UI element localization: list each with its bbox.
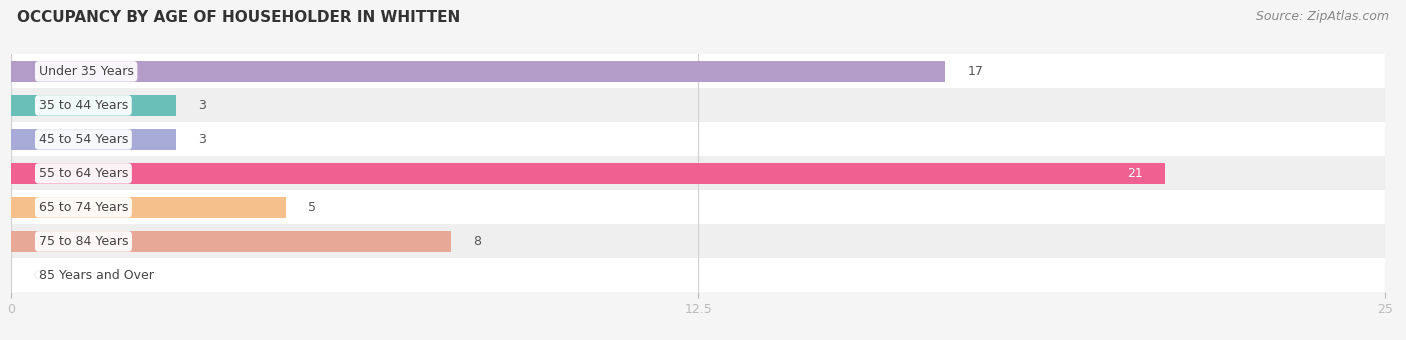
Text: OCCUPANCY BY AGE OF HOUSEHOLDER IN WHITTEN: OCCUPANCY BY AGE OF HOUSEHOLDER IN WHITT…: [17, 10, 460, 25]
Text: 17: 17: [967, 65, 983, 78]
Text: 3: 3: [198, 133, 205, 146]
Text: 55 to 64 Years: 55 to 64 Years: [39, 167, 128, 180]
Text: Source: ZipAtlas.com: Source: ZipAtlas.com: [1256, 10, 1389, 23]
Bar: [11, 129, 176, 150]
Text: 0: 0: [34, 269, 41, 282]
Bar: [11, 197, 285, 218]
Text: 5: 5: [308, 201, 316, 214]
Text: 65 to 74 Years: 65 to 74 Years: [39, 201, 128, 214]
Bar: [11, 258, 1385, 292]
Bar: [11, 224, 1385, 258]
Text: 45 to 54 Years: 45 to 54 Years: [39, 133, 128, 146]
Bar: [11, 163, 1166, 184]
Text: Under 35 Years: Under 35 Years: [39, 65, 134, 78]
Bar: [11, 156, 1385, 190]
Bar: [11, 54, 1385, 88]
Bar: [11, 122, 1385, 156]
Bar: [11, 95, 176, 116]
Bar: [11, 61, 945, 82]
Text: 85 Years and Over: 85 Years and Over: [39, 269, 153, 282]
Text: 75 to 84 Years: 75 to 84 Years: [39, 235, 128, 248]
Text: 35 to 44 Years: 35 to 44 Years: [39, 99, 128, 112]
Bar: [11, 88, 1385, 122]
Text: 8: 8: [472, 235, 481, 248]
Bar: [11, 190, 1385, 224]
Text: 3: 3: [198, 99, 205, 112]
Text: 21: 21: [1128, 167, 1143, 180]
Bar: [11, 231, 451, 252]
